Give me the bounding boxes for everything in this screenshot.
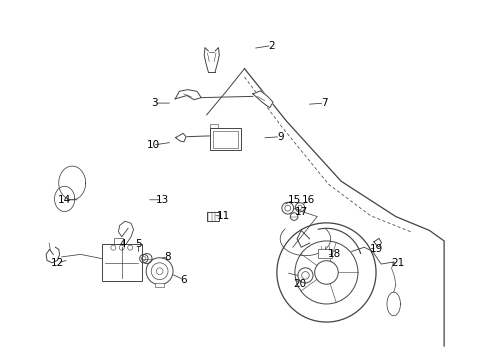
Text: 21: 21 [390, 258, 404, 268]
Text: 15: 15 [287, 195, 300, 205]
Text: 2: 2 [268, 41, 275, 50]
Text: 5: 5 [135, 239, 142, 249]
Bar [213, 131, 238, 148]
Polygon shape [373, 238, 381, 247]
Polygon shape [252, 91, 272, 108]
Polygon shape [203, 48, 208, 72]
Text: 4: 4 [119, 239, 126, 249]
Bar [114, 238, 123, 244]
Text: 18: 18 [327, 249, 341, 260]
Text: 14: 14 [58, 195, 71, 205]
Text: 17: 17 [294, 207, 307, 216]
Bar [155, 283, 163, 287]
Bar [318, 249, 331, 258]
Text: 3: 3 [150, 98, 157, 108]
Text: 6: 6 [180, 275, 186, 285]
Text: 20: 20 [293, 279, 306, 289]
Text: 7: 7 [321, 98, 327, 108]
Bar [102, 244, 142, 281]
Bar [206, 212, 219, 221]
Bar [210, 128, 240, 150]
Text: 8: 8 [164, 252, 171, 262]
Text: 19: 19 [369, 243, 383, 253]
Text: 13: 13 [156, 195, 169, 205]
Bar [210, 124, 218, 128]
Text: 9: 9 [276, 132, 283, 142]
Text: 10: 10 [146, 140, 159, 150]
Polygon shape [175, 90, 201, 100]
Text: 12: 12 [51, 258, 64, 268]
Polygon shape [215, 48, 219, 72]
Text: 16: 16 [301, 195, 314, 205]
Text: 11: 11 [216, 211, 230, 221]
Polygon shape [175, 133, 186, 142]
